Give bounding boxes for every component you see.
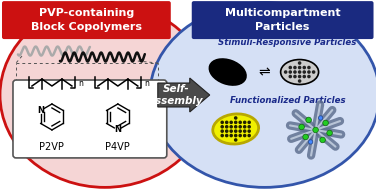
Text: Functionalized Particles: Functionalized Particles: [230, 97, 346, 105]
Circle shape: [220, 121, 224, 124]
Circle shape: [307, 70, 311, 74]
Circle shape: [293, 75, 297, 78]
Circle shape: [293, 66, 297, 69]
Ellipse shape: [280, 60, 318, 84]
Text: $\rightleftharpoons$: $\rightleftharpoons$: [256, 65, 271, 79]
Circle shape: [313, 127, 318, 133]
FancyBboxPatch shape: [192, 1, 373, 39]
Circle shape: [298, 75, 302, 78]
Circle shape: [234, 125, 238, 129]
FancyBboxPatch shape: [2, 1, 171, 39]
Circle shape: [238, 121, 242, 124]
Circle shape: [234, 129, 238, 133]
Circle shape: [243, 129, 247, 133]
Circle shape: [238, 129, 242, 133]
Ellipse shape: [150, 3, 376, 187]
Circle shape: [306, 117, 311, 123]
Circle shape: [288, 70, 292, 74]
Circle shape: [298, 66, 302, 69]
Circle shape: [229, 121, 233, 124]
Text: P4VP: P4VP: [106, 142, 130, 152]
Circle shape: [225, 125, 229, 129]
Circle shape: [293, 70, 297, 74]
Circle shape: [238, 134, 242, 137]
Circle shape: [307, 66, 311, 69]
Circle shape: [302, 66, 306, 69]
Text: PVP-containing
Block Copolymers: PVP-containing Block Copolymers: [31, 9, 143, 32]
Circle shape: [225, 134, 229, 137]
Circle shape: [247, 125, 251, 129]
Circle shape: [243, 125, 247, 129]
Circle shape: [220, 125, 224, 129]
Circle shape: [247, 129, 251, 133]
Text: Stimuli-Responsive Particles: Stimuli-Responsive Particles: [218, 38, 357, 46]
Text: n: n: [144, 79, 149, 88]
Circle shape: [323, 120, 328, 126]
Circle shape: [243, 121, 247, 124]
Text: Multicompartment
Particles: Multicompartment Particles: [225, 9, 340, 32]
Circle shape: [298, 79, 302, 83]
Circle shape: [318, 116, 323, 120]
Circle shape: [247, 134, 251, 137]
Text: N: N: [114, 125, 121, 134]
Circle shape: [302, 75, 306, 78]
Circle shape: [320, 137, 325, 143]
Circle shape: [220, 134, 224, 137]
Circle shape: [303, 134, 308, 140]
Circle shape: [247, 121, 251, 124]
Circle shape: [302, 70, 306, 74]
Circle shape: [298, 61, 302, 65]
Circle shape: [225, 121, 229, 124]
Circle shape: [243, 134, 247, 137]
Circle shape: [288, 66, 292, 69]
Ellipse shape: [0, 3, 210, 187]
Circle shape: [225, 129, 229, 133]
Ellipse shape: [209, 59, 246, 85]
Circle shape: [220, 129, 224, 133]
Text: Self-
Assembly: Self- Assembly: [148, 84, 203, 106]
Circle shape: [234, 138, 238, 142]
Text: n: n: [78, 79, 83, 88]
FancyArrow shape: [158, 78, 210, 112]
Circle shape: [234, 116, 238, 120]
Circle shape: [284, 70, 287, 74]
Circle shape: [234, 121, 238, 124]
Circle shape: [288, 75, 292, 78]
Text: P2VP: P2VP: [39, 142, 64, 152]
Circle shape: [37, 107, 44, 114]
Text: N: N: [37, 106, 44, 115]
Circle shape: [229, 134, 233, 137]
Circle shape: [308, 140, 313, 144]
Circle shape: [299, 124, 305, 130]
Circle shape: [312, 70, 315, 74]
Circle shape: [234, 134, 238, 137]
Circle shape: [114, 126, 121, 133]
Circle shape: [327, 130, 332, 136]
Ellipse shape: [213, 114, 259, 144]
Circle shape: [238, 125, 242, 129]
Circle shape: [307, 75, 311, 78]
Circle shape: [298, 70, 302, 74]
Circle shape: [229, 129, 233, 133]
Circle shape: [229, 125, 233, 129]
FancyBboxPatch shape: [13, 80, 167, 158]
